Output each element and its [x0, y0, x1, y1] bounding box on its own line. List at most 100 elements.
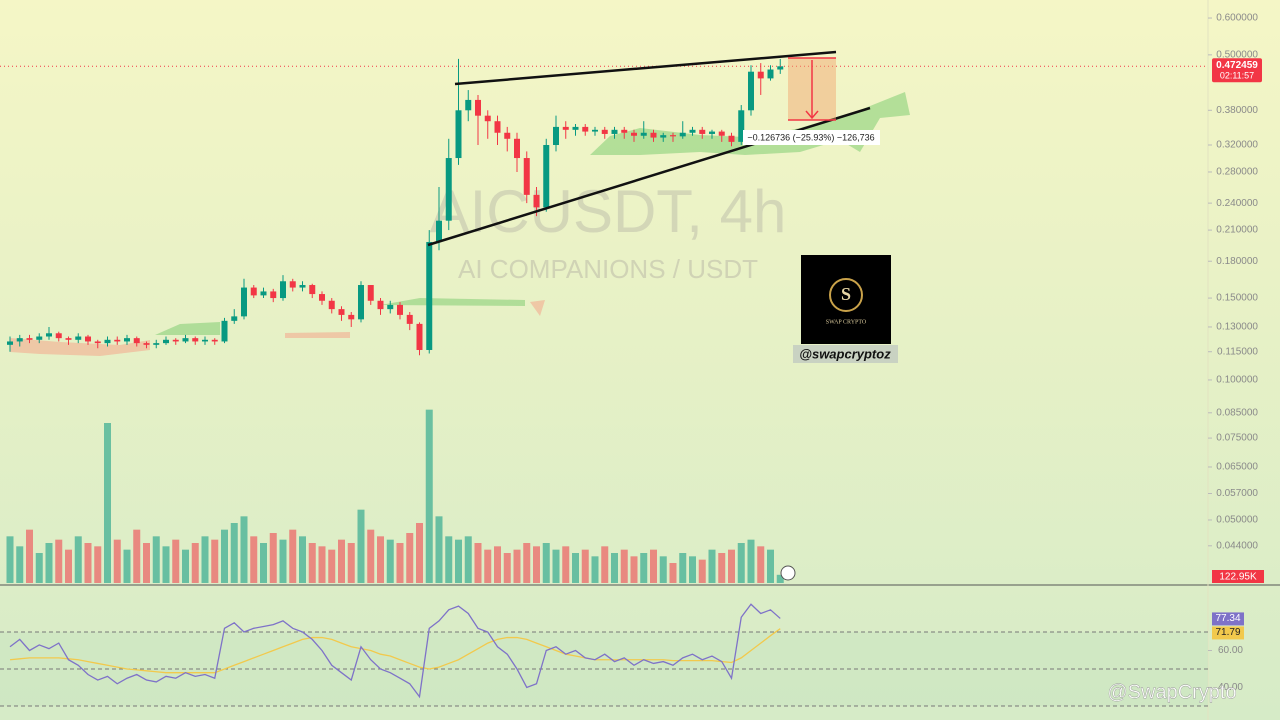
volume-bar: [279, 539, 287, 583]
volume-bar: [191, 543, 199, 583]
volume-bar: [659, 556, 667, 583]
volume-bar: [445, 536, 453, 583]
volume-bar: [435, 516, 443, 583]
y-tick-label: 0.500000: [1216, 49, 1258, 60]
candle-body: [46, 333, 52, 337]
handle: @swapcryptoz: [799, 346, 891, 361]
candle-body: [455, 110, 462, 159]
watermark-title: AICUSDT, 4h: [430, 178, 787, 245]
candle-body: [377, 300, 384, 310]
volume-bar: [35, 553, 43, 583]
y-tick-label: 0.150000: [1216, 293, 1258, 304]
volume-bar: [581, 549, 589, 583]
cloud: [10, 338, 150, 356]
volume-bar: [513, 549, 521, 583]
candle-body: [65, 338, 72, 340]
candle-body: [387, 304, 394, 310]
logo-box: [801, 255, 891, 344]
candle-body: [7, 341, 13, 345]
candle-body: [163, 339, 169, 344]
logo-ring: [829, 278, 863, 312]
y-tick-label: 0.115000: [1217, 346, 1258, 357]
candle-body: [211, 339, 218, 342]
volume-bar: [308, 543, 316, 583]
cloud: [285, 332, 350, 338]
last-price-label: 0.472459: [1216, 60, 1258, 71]
candle-body: [338, 309, 345, 315]
y-tick-label: 0.380000: [1216, 105, 1258, 116]
volume-bar: [6, 536, 14, 583]
volume-bar: [201, 536, 209, 583]
volume-bar: [464, 536, 472, 583]
price-label-box: [1212, 58, 1262, 83]
volume-bar: [406, 533, 414, 583]
volume-bar: [221, 529, 228, 583]
candle-body: [436, 220, 442, 242]
candle-body: [114, 339, 121, 342]
volume-bar: [104, 423, 111, 583]
rsi-line: [9, 603, 781, 699]
volume-bar: [669, 563, 677, 583]
volume-bar: [55, 539, 63, 583]
candle-body: [631, 132, 637, 136]
volume-bar: [269, 533, 277, 583]
candle-body: [309, 285, 316, 295]
candle-body: [757, 71, 764, 79]
volume-bar: [386, 539, 394, 583]
volume-bar: [484, 549, 492, 583]
candle-body: [397, 304, 403, 315]
y-tick-label: 0.044000: [1216, 540, 1258, 551]
volume-bar: [84, 543, 92, 583]
candle-body: [192, 338, 199, 342]
rsi-ma-label: 71.79: [1215, 627, 1240, 638]
candle-body: [26, 338, 33, 340]
volume-bar: [338, 539, 345, 583]
volume-bar: [289, 529, 297, 583]
volume-bar: [650, 549, 657, 583]
icon: [780, 565, 796, 581]
volume-bar: [679, 553, 687, 583]
y-tick-label: 0.075000: [1216, 433, 1258, 444]
volume-label-box: [1212, 570, 1264, 583]
candle-body: [475, 99, 481, 116]
volume-bar: [630, 556, 638, 583]
volume-bar: [65, 549, 72, 583]
volume-bar: [728, 549, 735, 583]
volume-bar: [757, 546, 765, 583]
volume-bar: [260, 543, 267, 583]
candle-body: [670, 135, 676, 137]
rsi-ma-label-box: [1212, 626, 1244, 640]
volume-bar: [591, 556, 599, 583]
candle-body: [280, 281, 286, 299]
rsi-ma-line: [9, 628, 781, 674]
volume-bar: [523, 543, 531, 583]
candle-body: [728, 135, 735, 142]
candle-body: [358, 285, 364, 320]
candle-body: [250, 287, 257, 296]
candle-body: [572, 126, 579, 130]
rsi-label-box: [1212, 612, 1244, 626]
y-tick-label: 0.180000: [1216, 256, 1258, 267]
watermark-subtitle: AI COMPANIONS / USDT: [458, 254, 758, 284]
y-tick-label: 0.085000: [1216, 407, 1258, 418]
y-tick-label: 0.065000: [1216, 462, 1258, 473]
candle-body: [445, 158, 452, 221]
candle-body: [777, 66, 784, 70]
logo-text: SWAP CRYPTO: [826, 319, 867, 325]
volume-bar: [94, 546, 102, 583]
candle-body: [143, 343, 150, 345]
candle-body: [289, 281, 296, 288]
candle-body: [153, 343, 160, 345]
handle-box: [793, 345, 898, 363]
candle-body: [514, 138, 520, 159]
candle-body: [523, 158, 530, 195]
volume-bar: [737, 543, 745, 583]
candle-body: [270, 291, 277, 299]
countdown: 02:11:57: [1220, 71, 1254, 81]
candle-body: [562, 126, 569, 130]
measure-label: −0.126736 (−25.93%) −126,736: [747, 132, 874, 142]
volume-bar: [767, 549, 774, 583]
volume-bar: [640, 553, 648, 583]
candle-body: [553, 126, 559, 146]
